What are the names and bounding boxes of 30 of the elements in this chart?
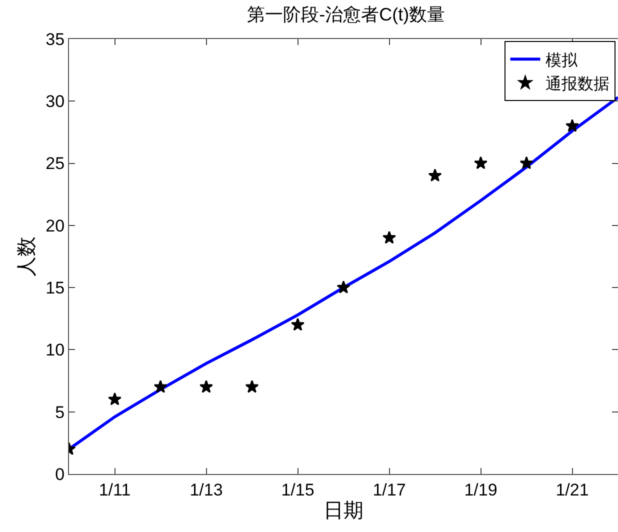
point (108, 392, 122, 406)
y-tick-label: 10 (46, 340, 65, 360)
point (520, 156, 534, 170)
point (336, 280, 350, 294)
y-tick-label: 25 (46, 154, 65, 174)
y-tick-label: 15 (46, 278, 65, 298)
x-tick-label: 1/19 (464, 480, 498, 500)
point (245, 380, 259, 393)
y-tick-label: 5 (55, 402, 65, 422)
y-tick-label: 30 (46, 92, 65, 112)
point (200, 380, 213, 393)
point (428, 168, 442, 182)
point (291, 318, 304, 331)
x-tick-label: 1/13 (190, 480, 223, 500)
x-tick-label: 1/15 (281, 480, 314, 500)
x-axis-title: 日期 (324, 500, 364, 522)
point (382, 230, 396, 244)
point (566, 118, 579, 132)
y-tick-label: 35 (46, 30, 65, 49)
legend-label: 模拟 (545, 51, 578, 70)
point (474, 156, 488, 170)
y-tick-label: 20 (46, 216, 65, 236)
x-tick-label: 1/17 (372, 480, 406, 500)
legend-label: 通报数据 (545, 75, 610, 94)
y-tick-label: 0 (55, 464, 65, 484)
point (154, 380, 168, 393)
x-tick-label: 1/11 (98, 480, 131, 500)
y-axis-title: 人数 (16, 236, 38, 276)
chart-title: 第一阶段-治愈者C(t)数量 (247, 4, 446, 25)
x-tick-label: 1/21 (556, 480, 589, 500)
